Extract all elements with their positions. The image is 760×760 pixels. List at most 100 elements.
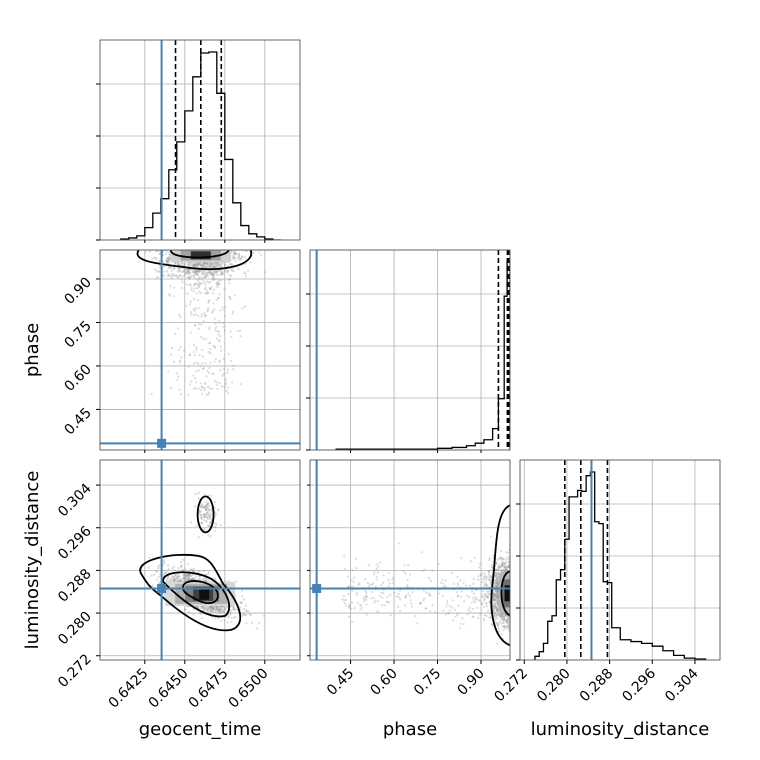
scatter-point (224, 381, 227, 384)
scatter-point (483, 572, 486, 575)
scatter-point (181, 569, 184, 572)
scatter-point (213, 272, 216, 275)
scatter-point (201, 605, 204, 608)
scatter-point (500, 562, 503, 565)
panel-luminosity_distance-vs-phase (310, 460, 510, 660)
scatter-point (464, 584, 468, 587)
scatter-point (188, 271, 191, 274)
scatter-point (495, 595, 498, 598)
scatter-point (222, 325, 225, 329)
scatter-point (221, 321, 225, 325)
scatter-point (492, 607, 495, 610)
scatter-point (211, 311, 214, 314)
scatter-point (231, 381, 234, 384)
scatter-point (207, 393, 210, 396)
x-tick-label: 0.288 (577, 666, 617, 706)
scatter-point (206, 502, 209, 506)
scatter-point (200, 516, 203, 519)
scatter-point (496, 568, 499, 572)
scatter-point (208, 524, 211, 527)
scatter-point (499, 569, 502, 573)
scatter-point (212, 302, 215, 305)
scatter-point (185, 268, 188, 271)
scatter-point (225, 389, 228, 393)
scatter-point (218, 609, 221, 612)
scatter-point (494, 606, 497, 609)
scatter-point (404, 596, 407, 600)
scatter-point (169, 275, 172, 278)
scatter-point (504, 627, 507, 630)
scatter-point (499, 613, 502, 617)
scatter-point (486, 584, 489, 587)
scatter-point (505, 614, 508, 617)
scatter-point (204, 579, 207, 583)
y-tick-label: 0.75 (61, 318, 94, 351)
scatter-point (187, 269, 190, 272)
scatter-point (176, 262, 179, 265)
scatter-point (189, 578, 193, 581)
scatter-point (229, 297, 232, 301)
scatter-point (495, 578, 499, 582)
scatter-point (205, 580, 208, 583)
scatter-point (247, 610, 250, 613)
scatter-point (214, 357, 217, 361)
scatter-point (350, 607, 353, 611)
scatter-point (177, 348, 180, 351)
scatter-point (493, 594, 496, 597)
scatter-point (208, 327, 211, 331)
scatter-point (215, 262, 218, 265)
scatter-point (171, 575, 174, 578)
scatter-point (169, 578, 172, 581)
scatter-point (216, 609, 219, 612)
scatter-point (444, 613, 447, 616)
scatter-point (205, 262, 208, 265)
scatter-point (183, 579, 186, 582)
scatter-point (201, 362, 204, 365)
scatter-point (428, 594, 431, 597)
scatter-point (392, 576, 395, 579)
scatter-point (199, 612, 202, 616)
scatter-point (203, 506, 206, 509)
scatter-point (216, 607, 219, 611)
scatter-point (497, 613, 500, 616)
scatter-point (209, 608, 212, 611)
scatter-point (199, 336, 202, 339)
scatter-point (204, 606, 207, 609)
scatter-point (193, 354, 197, 357)
scatter-point (507, 561, 510, 564)
scatter-point (198, 290, 201, 293)
scatter-point (451, 599, 454, 602)
scatter-point (487, 577, 491, 580)
scatter-point (363, 598, 366, 601)
scatter-point (200, 385, 203, 388)
scatter-point (347, 593, 350, 596)
scatter-point (359, 604, 362, 607)
scatter-point (232, 606, 235, 609)
scatter-point (442, 585, 445, 588)
scatter-point (496, 558, 499, 561)
scatter-point (419, 602, 422, 605)
scatter-point (195, 262, 199, 265)
scatter-point (185, 272, 188, 275)
scatter-point (220, 608, 223, 611)
scatter-point (170, 267, 173, 270)
scatter-point (175, 579, 178, 582)
scatter-point (205, 504, 208, 507)
contour-line (196, 495, 215, 534)
scatter-point (483, 581, 486, 584)
scatter-point (229, 611, 232, 614)
scatter-point (217, 610, 220, 613)
scatter-point (182, 349, 186, 352)
scatter-point (504, 614, 507, 617)
scatter-point (222, 372, 225, 375)
scatter-point (177, 579, 180, 583)
scatter-point (499, 613, 502, 616)
scatter-point (205, 507, 208, 510)
scatter-point (214, 322, 217, 325)
scatter-point (495, 581, 498, 584)
scatter-point (224, 270, 227, 273)
scatter-point (496, 581, 499, 585)
scatter-point (215, 264, 218, 268)
scatter-point (505, 566, 508, 569)
scatter-point (193, 265, 196, 269)
